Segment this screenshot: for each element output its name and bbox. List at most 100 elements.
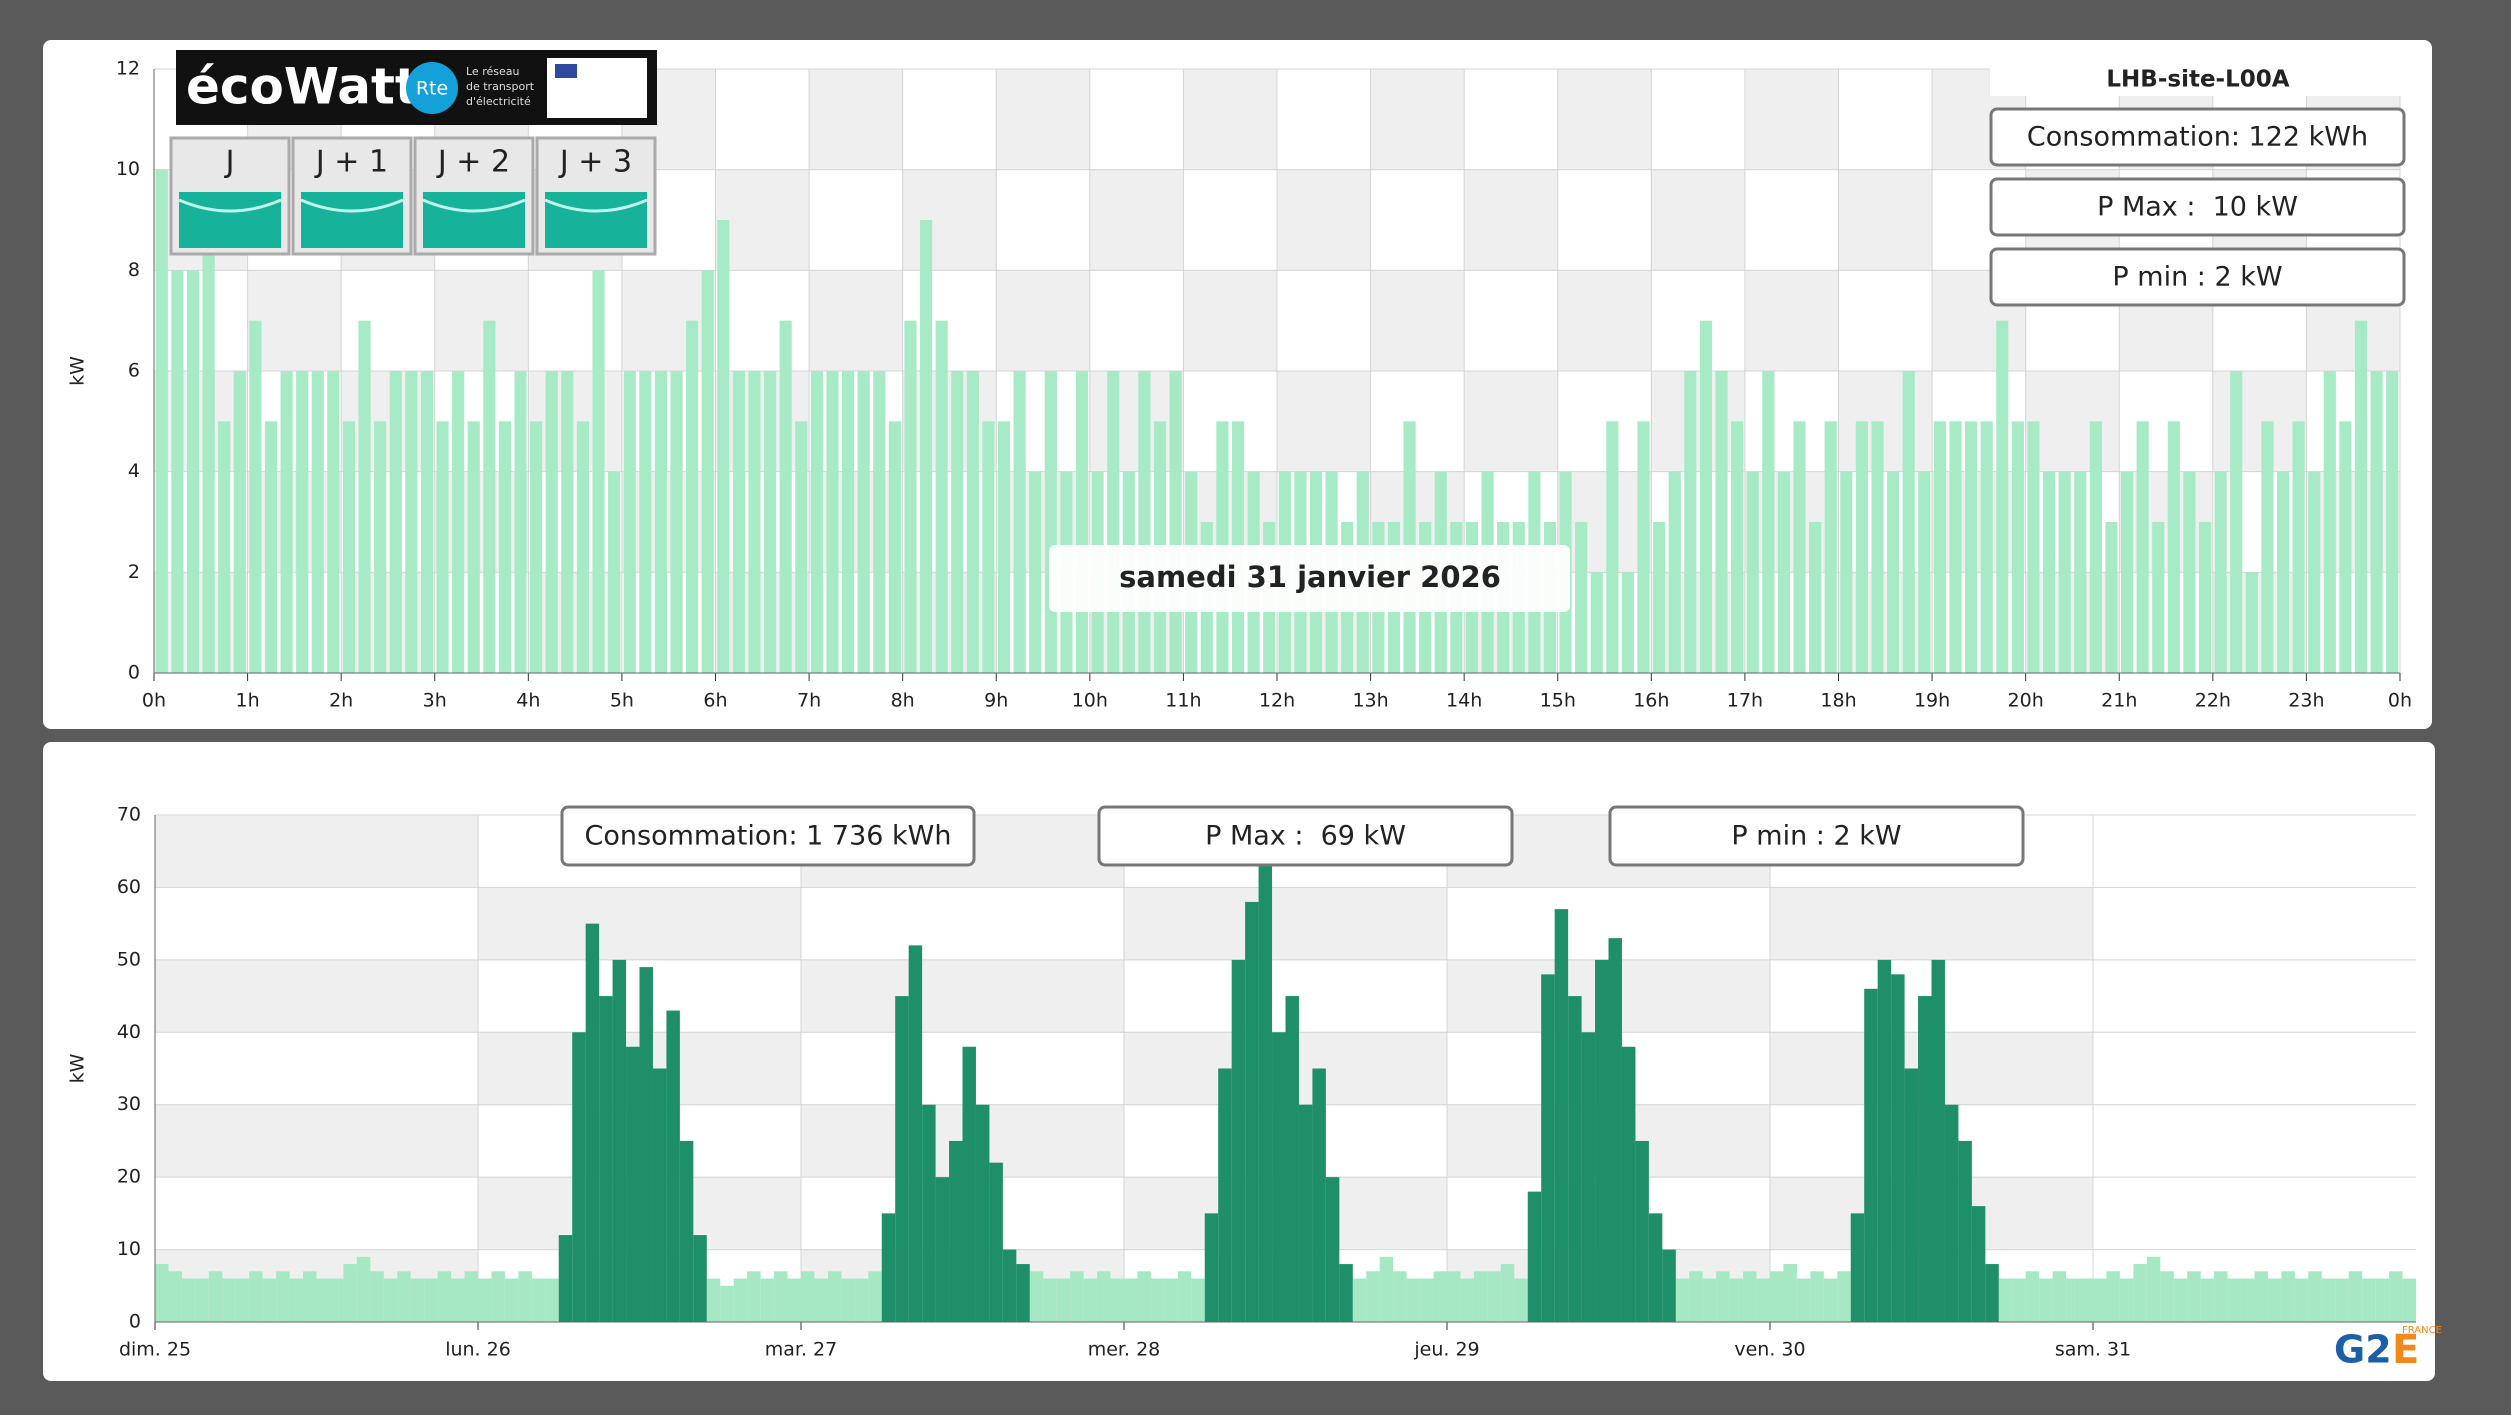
bar [491,1271,505,1322]
bar [1164,1278,1178,1322]
bar [276,1271,290,1322]
bar [1245,901,1259,1322]
bar [1864,988,1878,1322]
bar [530,421,543,673]
bar [222,1278,236,1322]
bar [171,270,184,673]
bar [1218,1068,1232,1322]
x-tick-label: sam. 31 [2055,1339,2131,1361]
bar [1837,1271,1851,1322]
bar [2335,1278,2349,1322]
bar [498,421,512,673]
bar [764,371,777,673]
brand-name: G2 [2334,1328,2392,1372]
x-tick-label: 21h [2101,690,2137,712]
grid-band [154,371,248,472]
bar [235,1278,250,1322]
bar [1298,1104,1313,1322]
bar [2276,471,2290,673]
x-tick-label: 18h [1820,690,1856,712]
bar [1258,865,1273,1322]
x-tick-label: 8h [891,690,915,712]
bar [296,371,309,673]
bar [1608,938,1622,1322]
bar [747,1271,761,1322]
bar [2058,471,2071,673]
bar [873,371,886,673]
x-tick-label: mer. 28 [1088,1339,1161,1361]
grid-band [2119,471,2213,573]
bar [1420,1278,1434,1322]
bar [342,421,356,673]
bar [1138,371,1151,673]
bar [2106,1271,2120,1322]
ecowatt-day: J + 3 [558,145,632,180]
bar [1824,421,1837,673]
bar [1675,1278,1690,1322]
bar [1871,421,1884,673]
bar [2321,1278,2336,1322]
bar [2198,522,2212,673]
x-tick-label: 17h [1727,690,1763,712]
bar [233,371,246,673]
bar [2386,371,2399,673]
x-tick-label: 6h [703,690,727,712]
bar [2066,1278,2080,1322]
bar [1850,1213,1865,1322]
bar [2039,1278,2053,1322]
ecowatt-day: J [224,145,235,180]
y-tick-label: 70 [117,804,141,826]
grid-band [715,572,810,673]
bar [962,1046,976,1322]
bar [218,421,231,673]
brand-mark: E [2392,1327,2419,1373]
bar [155,169,168,673]
x-tick-label: 9h [984,690,1008,712]
stat-box [1989,247,2406,307]
bar [1527,1191,1542,1322]
bar [1272,1032,1286,1322]
grid-band [1124,887,1447,960]
ecowatt-signal [423,192,525,248]
bar [1944,1104,1959,1322]
grid-band [2025,572,2120,673]
grid-band [996,69,1090,170]
bar [2183,471,2196,673]
x-tick-label: 15h [1540,690,1576,712]
grid-band [1089,169,1184,271]
bar [1796,1278,1811,1322]
x-tick-label: 16h [1633,690,1669,712]
date-box [1049,545,1570,612]
bar [2267,1278,2282,1322]
bar [748,371,761,673]
bar [181,1278,196,1322]
x-tick-label: 5h [610,690,634,712]
bar [249,320,262,673]
bar [1746,471,1759,673]
bar [329,1278,344,1322]
bar [826,371,839,673]
bar [1949,421,1962,673]
bar [1855,421,1868,673]
bar [2308,471,2321,673]
y-tick-label: 60 [117,876,141,898]
bar [2136,421,2149,673]
stat-box [1097,805,1514,867]
bar [2214,471,2227,673]
bar [1097,1271,1111,1322]
grid-band [2306,471,2400,573]
bar [1606,421,1619,673]
bar [1985,1264,1999,1322]
rte-tagline: de transport [466,80,535,93]
bar [2187,1271,2201,1322]
bar [670,371,683,673]
stat-box [560,805,976,867]
bar [436,421,449,673]
grid-band [801,959,1124,1033]
stat-text: P Max : 10 kW [2097,192,2298,223]
date-label: samedi 31 janvier 2026 [1119,560,1501,594]
bar [2241,1278,2255,1322]
grid-band [902,169,997,271]
x-tick-label: 1h [236,690,260,712]
bar [358,320,371,673]
